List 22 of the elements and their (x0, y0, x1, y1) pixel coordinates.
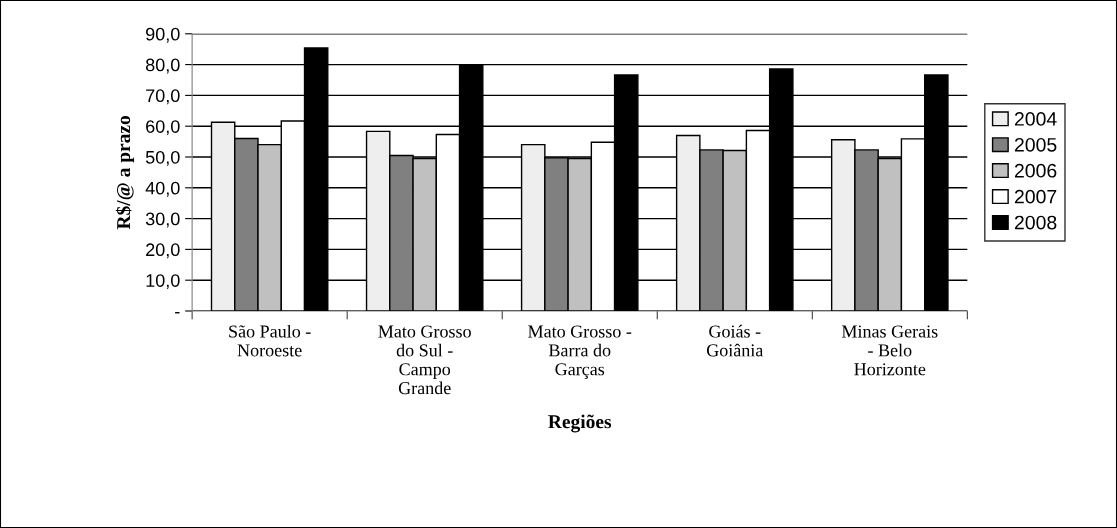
legend-label: 2007 (1014, 189, 1057, 204)
x-tick-label: Minas Gerais - Belo Horizonte (841, 325, 938, 376)
legend-label: 2004 (1014, 112, 1057, 126)
y-tick-label: - (175, 312, 180, 314)
y-tick-label: 60,0 (146, 120, 180, 136)
y-tick-label: 30,0 (145, 212, 180, 228)
x-tick-label: Goiás - Goiânia (706, 324, 764, 357)
y-tick-label: 80,0 (145, 58, 180, 74)
y-axis-title: R$/@ a prazo (115, 116, 135, 230)
x-tick-label: Mato Grosso do Sul - Campo Grande (378, 325, 471, 395)
x-axis-title: Regiões (548, 414, 612, 433)
y-tick-label: 70,0 (146, 89, 180, 105)
legend-label: 2006 (1014, 163, 1057, 178)
y-tick-label: 90,0 (146, 27, 180, 43)
y-tick-label: 40,0 (145, 181, 180, 197)
x-tick-label: São Paulo - Noroeste (229, 324, 311, 357)
legend-label: 2005 (1014, 137, 1057, 152)
x-tick-label: Mato Grosso - Barra do Garças (528, 325, 632, 380)
legend-label: 2008 (1014, 215, 1057, 230)
y-tick-label: 20,0 (146, 243, 180, 259)
y-tick-label: 50,0 (145, 150, 180, 166)
y-tick-label: 10,0 (146, 274, 180, 290)
